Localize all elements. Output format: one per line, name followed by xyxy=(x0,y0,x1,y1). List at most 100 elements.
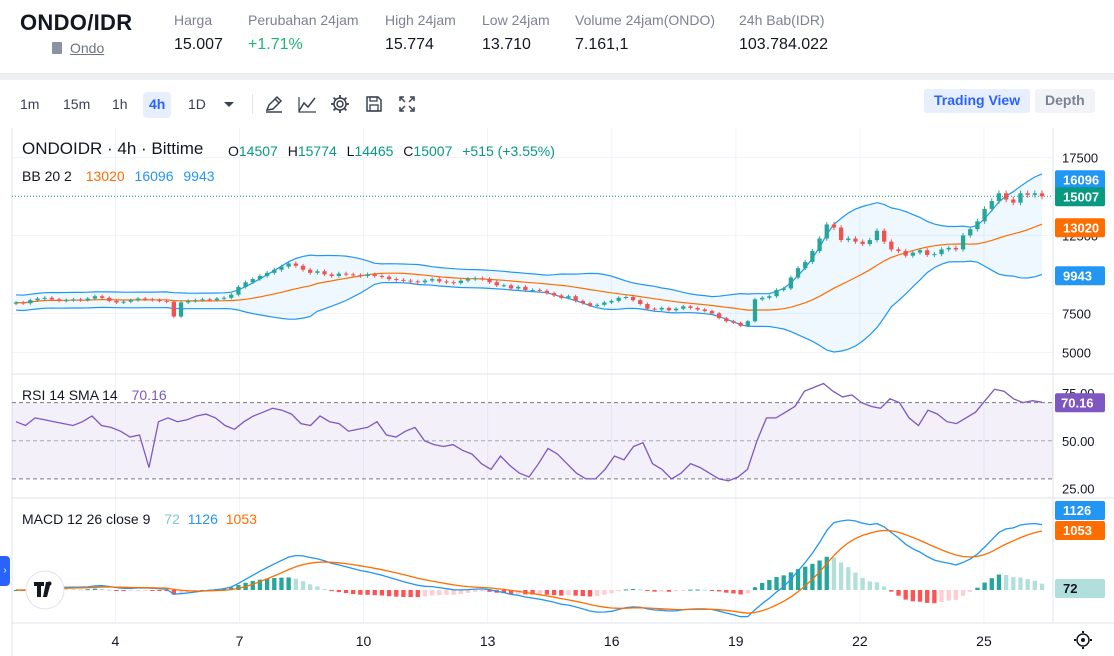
macd-histogram-bar xyxy=(638,589,643,591)
candle-body xyxy=(121,301,126,303)
candle-body xyxy=(401,279,406,281)
macd-histogram-bar xyxy=(164,590,169,592)
candle-body xyxy=(64,300,69,302)
macd-histogram-bar xyxy=(824,556,829,590)
macd-histogram-bar xyxy=(881,586,887,590)
candle-body xyxy=(810,251,815,262)
macd-histogram-bar xyxy=(609,590,614,594)
macd-histogram-bar xyxy=(422,590,428,597)
rsi-line xyxy=(15,382,1043,482)
macd-histogram-bar xyxy=(336,590,342,593)
candle-body xyxy=(580,300,585,304)
macd-histogram-bar xyxy=(910,590,916,602)
candle-body xyxy=(343,273,349,275)
dropdown-caret-icon[interactable] xyxy=(218,93,240,115)
legend-bb: BB 20 2 13020 16096 9943 xyxy=(22,168,215,184)
candle-body xyxy=(817,238,822,251)
legend-bb-upper: 16096 xyxy=(135,168,174,184)
timeframe-1d[interactable]: 1D xyxy=(188,96,206,112)
timeframe-4h[interactable]: 4h xyxy=(143,92,172,118)
chart-settings-icon[interactable] xyxy=(1074,631,1092,649)
macd-line xyxy=(15,519,1043,618)
macd-histogram-bar xyxy=(1003,574,1009,590)
candle-body xyxy=(939,249,944,255)
indicator-line-icon[interactable] xyxy=(296,93,318,115)
draw-pencil-icon[interactable] xyxy=(263,93,285,115)
coin-link-label: Ondo xyxy=(70,40,105,56)
fullscreen-icon[interactable] xyxy=(396,93,418,115)
timeframe-1m[interactable]: 1m xyxy=(20,96,40,112)
timeframe-15m[interactable]: 15m xyxy=(63,96,91,112)
candle-body xyxy=(351,274,356,276)
chart-toolbar: 1m 15m 1h 4h 1D Trading View Depth xyxy=(0,80,1114,128)
macd-legend-signal: 1053 xyxy=(226,511,257,527)
last-price-tag: 15007 xyxy=(1063,189,1099,204)
candle-body xyxy=(200,299,205,301)
macd-histogram-bar xyxy=(566,590,571,596)
depth-button[interactable]: Depth xyxy=(1035,89,1095,113)
candle-body xyxy=(523,286,528,290)
macd-histogram-bar xyxy=(1011,577,1016,590)
macd-histogram-bar xyxy=(257,579,263,590)
candle-body xyxy=(99,296,105,298)
macd-histogram-bar xyxy=(946,590,951,601)
coin-link[interactable]: Ondo xyxy=(52,40,104,56)
macd-signal-line xyxy=(16,529,1043,614)
macd-histogram-bar xyxy=(738,590,743,595)
stat-quote-volume: 24h Bab(IDR) 103.784.022 xyxy=(739,12,828,54)
rsi-legend: RSI 14 SMA 14 70.16 xyxy=(22,387,167,403)
price-chart[interactable]: ONDOIDR · 4h · Bittime O14507 H15774 L14… xyxy=(0,80,1114,656)
candle-body xyxy=(595,304,600,306)
candle-body xyxy=(286,263,291,267)
candle-body xyxy=(788,277,794,289)
macd-histogram-bar xyxy=(982,582,987,590)
candle-body xyxy=(49,297,55,300)
candle-body xyxy=(473,278,478,280)
macd-histogram-bar xyxy=(250,580,255,590)
trading-view-button[interactable]: Trading View xyxy=(924,89,1031,113)
candle-body xyxy=(150,299,155,301)
candle-body xyxy=(946,247,951,250)
candle-body xyxy=(214,298,220,301)
candle-body xyxy=(1003,193,1009,200)
candle-body xyxy=(716,313,722,319)
candle-body xyxy=(451,282,456,284)
macd-histogram-bar xyxy=(652,590,657,592)
candle-body xyxy=(315,271,320,273)
macd-histogram-bar xyxy=(846,567,851,590)
candle-body xyxy=(264,272,270,276)
legend-l-value: 14465 xyxy=(354,143,393,159)
tradingview-logo[interactable] xyxy=(25,570,65,610)
candle-body xyxy=(645,304,650,309)
candle-body xyxy=(1025,193,1030,195)
y-tick-label: 7500 xyxy=(1062,306,1091,321)
x-tick-label: 13 xyxy=(480,633,496,649)
pair-title: ONDO/IDR xyxy=(20,10,133,35)
settings-gear-icon[interactable] xyxy=(329,93,351,115)
macd-histogram-bar xyxy=(867,581,872,590)
macd-histogram-bar xyxy=(544,590,550,595)
macd-histogram-bar xyxy=(128,590,133,591)
candle-body xyxy=(21,302,26,304)
tradingview-logo-icon xyxy=(34,582,51,597)
macd-histogram-bar xyxy=(673,590,679,592)
candle-body xyxy=(272,269,277,273)
macd-legend-label: MACD 12 26 close 9 xyxy=(22,511,151,527)
macd-histogram-bar xyxy=(838,562,844,590)
candle-body xyxy=(932,254,937,256)
candle-body xyxy=(659,307,664,310)
macd-hist-value-tag-bg xyxy=(1055,579,1105,598)
stat-label: Volume 24jam(ONDO) xyxy=(575,12,716,28)
expand-panel-chevron-icon[interactable]: › xyxy=(0,556,10,586)
candle-body xyxy=(142,298,148,300)
candle-body xyxy=(673,308,679,311)
candle-body xyxy=(795,268,801,278)
candle-body xyxy=(709,311,715,314)
stat-label: Perubahan 24jam xyxy=(248,12,359,28)
macd-histogram-bar xyxy=(372,590,377,596)
candle-body xyxy=(530,290,535,291)
macd-histogram-bar xyxy=(293,578,298,590)
macd-histogram-bar xyxy=(343,590,349,594)
save-icon[interactable] xyxy=(363,93,385,115)
timeframe-1h[interactable]: 1h xyxy=(112,96,128,112)
